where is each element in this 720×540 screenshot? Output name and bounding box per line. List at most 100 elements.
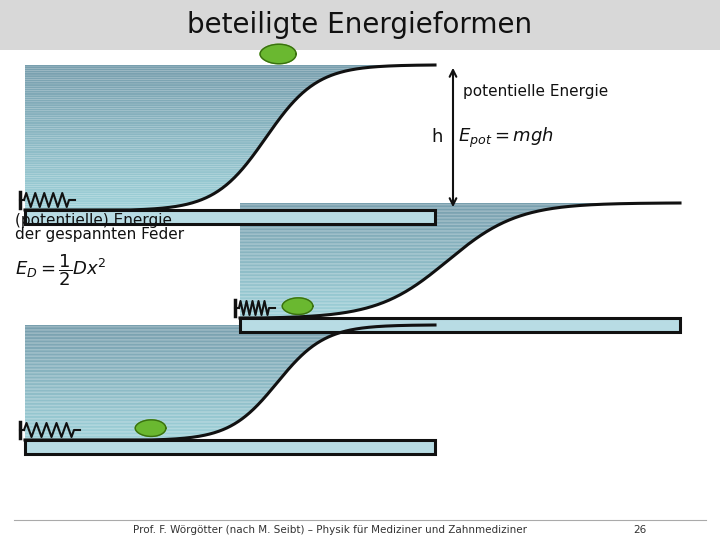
Polygon shape <box>240 214 526 216</box>
Polygon shape <box>25 404 259 406</box>
Polygon shape <box>25 78 326 79</box>
Polygon shape <box>25 121 279 123</box>
Polygon shape <box>25 348 311 349</box>
Polygon shape <box>240 210 543 212</box>
Polygon shape <box>240 252 459 253</box>
Polygon shape <box>25 103 293 105</box>
Polygon shape <box>25 174 238 176</box>
Bar <box>25 440 435 454</box>
Polygon shape <box>25 130 271 132</box>
Polygon shape <box>240 273 433 275</box>
Polygon shape <box>25 99 296 102</box>
Polygon shape <box>25 96 300 98</box>
Polygon shape <box>240 289 410 291</box>
Polygon shape <box>25 87 310 89</box>
Polygon shape <box>25 90 307 92</box>
Polygon shape <box>25 381 279 382</box>
Polygon shape <box>25 332 342 334</box>
Polygon shape <box>240 278 427 279</box>
Polygon shape <box>25 365 293 367</box>
Polygon shape <box>25 397 266 399</box>
Polygon shape <box>25 416 247 417</box>
Polygon shape <box>240 231 490 232</box>
Polygon shape <box>240 315 325 316</box>
Polygon shape <box>25 351 307 352</box>
Polygon shape <box>240 271 436 272</box>
Polygon shape <box>25 427 230 429</box>
Polygon shape <box>240 236 481 238</box>
Polygon shape <box>25 367 291 368</box>
Polygon shape <box>240 219 513 220</box>
Polygon shape <box>240 264 446 265</box>
Polygon shape <box>25 393 269 394</box>
Polygon shape <box>25 65 435 67</box>
Polygon shape <box>240 275 431 276</box>
Polygon shape <box>240 209 552 210</box>
Polygon shape <box>25 355 302 356</box>
Polygon shape <box>25 123 276 125</box>
Polygon shape <box>240 218 516 219</box>
Polygon shape <box>240 220 509 222</box>
Polygon shape <box>25 192 217 194</box>
Polygon shape <box>25 423 238 424</box>
Polygon shape <box>240 286 415 288</box>
Polygon shape <box>25 177 235 179</box>
Polygon shape <box>25 156 254 158</box>
Polygon shape <box>240 247 465 249</box>
Polygon shape <box>25 375 284 377</box>
Polygon shape <box>240 222 506 223</box>
Polygon shape <box>240 268 440 269</box>
Polygon shape <box>25 112 285 114</box>
Polygon shape <box>240 253 456 255</box>
Polygon shape <box>240 203 680 205</box>
Polygon shape <box>25 92 305 94</box>
Polygon shape <box>240 284 418 285</box>
Polygon shape <box>240 308 368 309</box>
Polygon shape <box>25 429 226 430</box>
Polygon shape <box>25 69 359 70</box>
Polygon shape <box>25 369 289 371</box>
Polygon shape <box>240 265 443 266</box>
Polygon shape <box>25 206 177 208</box>
Polygon shape <box>25 116 283 118</box>
Text: $E_{pot} = mgh$: $E_{pot} = mgh$ <box>458 125 554 150</box>
Polygon shape <box>25 420 241 421</box>
Polygon shape <box>25 421 239 423</box>
Polygon shape <box>25 343 317 345</box>
Polygon shape <box>240 243 471 245</box>
Polygon shape <box>25 413 250 414</box>
Polygon shape <box>25 387 274 388</box>
Polygon shape <box>25 325 435 327</box>
Polygon shape <box>240 242 472 243</box>
Polygon shape <box>240 256 454 258</box>
Polygon shape <box>240 279 426 281</box>
Polygon shape <box>25 386 276 387</box>
Polygon shape <box>25 345 315 347</box>
Polygon shape <box>240 239 477 240</box>
Polygon shape <box>25 433 215 434</box>
Polygon shape <box>25 110 287 112</box>
Polygon shape <box>25 150 257 152</box>
Polygon shape <box>25 132 271 134</box>
Polygon shape <box>25 168 243 170</box>
Polygon shape <box>240 288 413 289</box>
Polygon shape <box>240 291 408 292</box>
Polygon shape <box>25 159 251 161</box>
Polygon shape <box>25 401 262 403</box>
Polygon shape <box>25 141 264 143</box>
Text: Prof. F. Wörgötter (nach M. Seibt) – Physik für Mediziner und Zahnmediziner: Prof. F. Wörgötter (nach M. Seibt) – Phy… <box>133 525 527 535</box>
Polygon shape <box>240 234 482 236</box>
Polygon shape <box>25 201 199 202</box>
Polygon shape <box>25 430 223 431</box>
Polygon shape <box>25 342 319 343</box>
Polygon shape <box>240 249 462 251</box>
Polygon shape <box>240 255 455 256</box>
Polygon shape <box>25 380 281 381</box>
Polygon shape <box>240 259 450 260</box>
Polygon shape <box>25 125 276 126</box>
Polygon shape <box>260 44 296 64</box>
Polygon shape <box>25 362 295 364</box>
Polygon shape <box>25 400 264 401</box>
Polygon shape <box>240 302 384 303</box>
Polygon shape <box>25 373 287 374</box>
